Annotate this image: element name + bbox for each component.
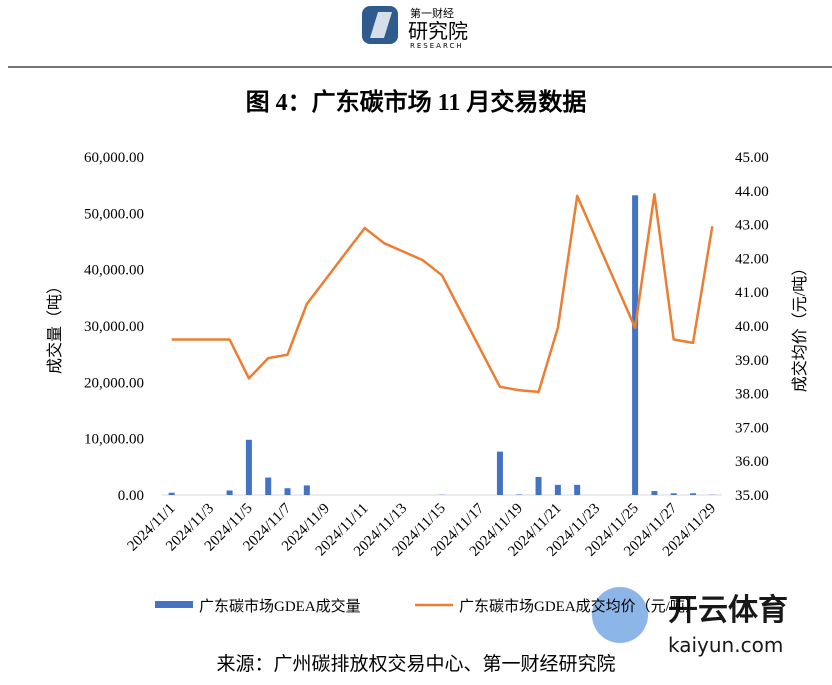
y2-tick-label: 42.00: [735, 251, 769, 267]
logo-main: 研究院: [408, 19, 468, 43]
y-tick-label: 40,000.00: [84, 263, 144, 279]
bar: [536, 477, 542, 495]
bar: [632, 195, 638, 495]
y-tick-label: 60,000.00: [84, 150, 144, 166]
bar: [246, 440, 252, 495]
y-tick-label: 30,000.00: [84, 319, 144, 335]
bar: [671, 493, 677, 495]
bar: [304, 485, 310, 495]
y-tick-label: 50,000.00: [84, 206, 144, 222]
watermark: 开云体育 kaiyun.com: [592, 587, 788, 657]
watermark-site: kaiyun.com: [668, 633, 783, 657]
y2-tick-label: 36.00: [735, 454, 769, 470]
y2-tick-label: 40.00: [735, 319, 769, 335]
bar: [227, 490, 233, 495]
bar: [690, 493, 696, 495]
legend-swatch: [155, 601, 193, 608]
bar: [169, 493, 175, 495]
legend-label: 广东碳市场GDEA成交均价（元/吨）: [459, 597, 700, 615]
bar: [555, 485, 561, 495]
watermark-icon: [592, 587, 648, 643]
y-tick-label: 0.00: [118, 488, 144, 504]
y-tick-label: 20,000.00: [84, 375, 144, 391]
y2-tick-label: 44.00: [735, 184, 769, 200]
bar: [265, 478, 271, 495]
source: 来源：广州碳排放权交易中心、第一财经研究院: [216, 653, 615, 675]
y-axis-label: 成交量（吨）: [46, 278, 64, 374]
bar: [497, 452, 503, 495]
y2-tick-label: 43.00: [735, 218, 769, 234]
y-tick-label: 10,000.00: [84, 432, 144, 448]
y2-axis-label: 成交均价（元/吨）: [791, 260, 809, 392]
y2-tick-label: 41.00: [735, 285, 769, 301]
bar: [516, 494, 522, 495]
y2-tick-label: 39.00: [735, 353, 769, 369]
logo-sub: RESEARCH: [410, 42, 464, 50]
bar: [651, 491, 657, 495]
logo-top: 第一财经: [410, 6, 454, 20]
logo: 第一财经 研究院 RESEARCH: [362, 6, 468, 50]
bar: [574, 485, 580, 495]
chart-title: 图 4：广东碳市场 11 月交易数据: [246, 88, 587, 116]
legend-label: 广东碳市场GDEA成交量: [199, 597, 361, 615]
y2-tick-label: 38.00: [735, 387, 769, 403]
line: [172, 194, 713, 392]
y2-tick-label: 35.00: [735, 488, 769, 504]
y2-tick-label: 37.00: [735, 420, 769, 436]
bar: [285, 488, 291, 495]
y2-tick-label: 45.00: [735, 150, 769, 166]
